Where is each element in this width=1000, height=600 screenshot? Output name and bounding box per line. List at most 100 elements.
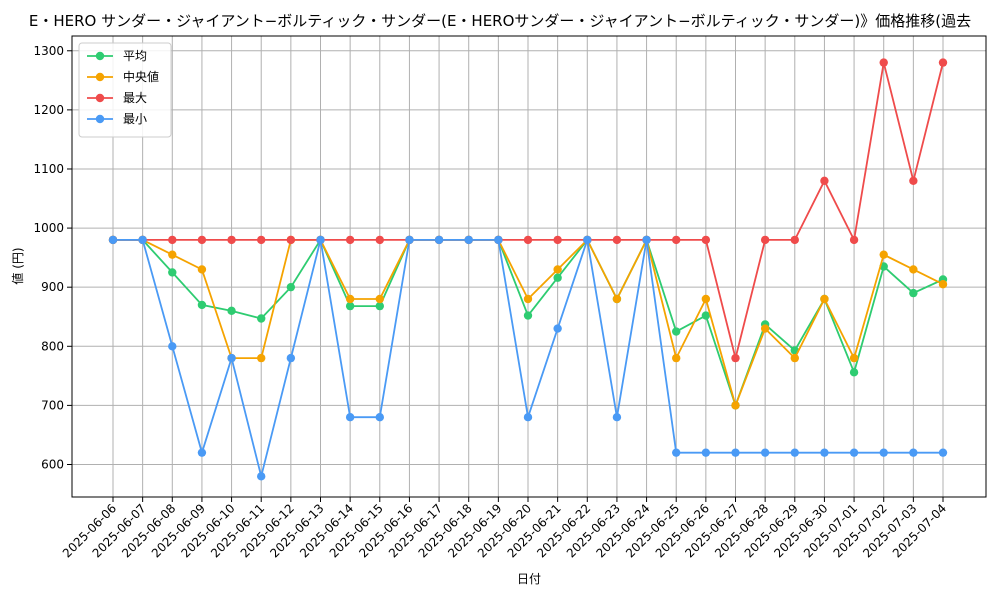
data-point [790,448,799,457]
plot-frame [71,35,987,498]
y-tick-label: 1100 [33,162,64,176]
data-point [375,301,384,311]
legend-label: 平均 [123,49,147,63]
data-point [909,265,918,274]
data-point [760,448,770,457]
legend-marker [95,72,105,82]
data-point [494,235,503,245]
data-point [879,448,888,457]
data-point [375,235,384,245]
legend-marker [95,93,105,103]
data-point [553,324,562,333]
y-tick-label: 1300 [33,44,64,58]
y-axis-label: 値 (円) [10,247,25,284]
y-tick-label: 900 [41,280,64,294]
y-tick-label: 1200 [33,103,64,117]
data-point [345,294,355,304]
data-point [227,235,236,245]
y-tick-label: 700 [41,398,64,412]
data-point [790,353,799,363]
data-point [345,301,355,311]
data-point [523,413,533,422]
series-3 [108,235,948,481]
data-point [849,448,859,457]
data-point [375,294,384,304]
data-point [286,235,296,245]
data-point [257,472,266,481]
data-point [257,314,266,323]
data-point [849,368,859,377]
data-point [138,235,147,245]
y-tick-label: 600 [41,457,64,471]
data-point [197,265,207,274]
data-point [227,353,236,363]
data-point [701,294,711,304]
data-point [405,235,414,245]
y-tick-label: 800 [41,339,64,353]
legend-label: 最大 [123,91,147,105]
data-point [820,176,829,186]
legend-marker [95,51,105,61]
data-point [909,288,918,298]
data-point [642,235,651,245]
data-point [345,413,355,422]
data-point [879,58,888,67]
data-point [760,235,770,245]
data-point [612,413,622,422]
data-point [553,235,562,245]
data-point [879,250,888,259]
data-point [197,235,207,245]
data-point [553,265,562,274]
data-point [227,306,236,316]
legend-label: 最小 [123,112,147,126]
data-point [168,268,177,277]
y-tick-label: 1000 [33,221,64,235]
data-point [434,235,444,245]
legend-marker [95,114,105,124]
data-point [820,448,829,457]
data-point [760,324,770,333]
data-point [909,176,918,186]
data-point [790,235,799,245]
data-point [345,235,355,245]
data-point [672,327,681,336]
data-point [731,448,740,457]
series-layer [108,58,948,481]
data-point [701,448,711,457]
data-point [909,448,918,457]
data-point [849,353,859,363]
data-point [672,235,681,245]
data-point [701,311,711,320]
chart-title: E・HERO サンダー・ジャイアント−ボルティック・サンダー(E・HEROサンダ… [29,12,971,30]
data-point [849,235,859,245]
grid [72,36,986,497]
data-point [731,401,740,410]
data-point [168,342,177,351]
data-point [375,413,384,422]
data-point [731,353,740,363]
data-point [938,448,948,457]
data-point [672,353,681,363]
x-axis-label: 日付 [517,572,541,586]
data-point [257,235,266,245]
data-point [168,235,177,245]
data-point [553,273,562,282]
data-point [108,235,118,245]
data-point [523,311,533,320]
data-point [938,280,948,289]
data-point [286,282,296,292]
data-point [464,235,473,245]
data-point [197,448,207,457]
data-point [672,448,681,457]
data-point [286,353,296,363]
data-point [701,235,711,245]
legend-label: 中央値 [123,69,159,84]
data-point [612,235,622,245]
data-point [316,235,325,245]
data-point [938,58,948,67]
data-point [523,235,533,245]
legend-box [78,42,172,138]
